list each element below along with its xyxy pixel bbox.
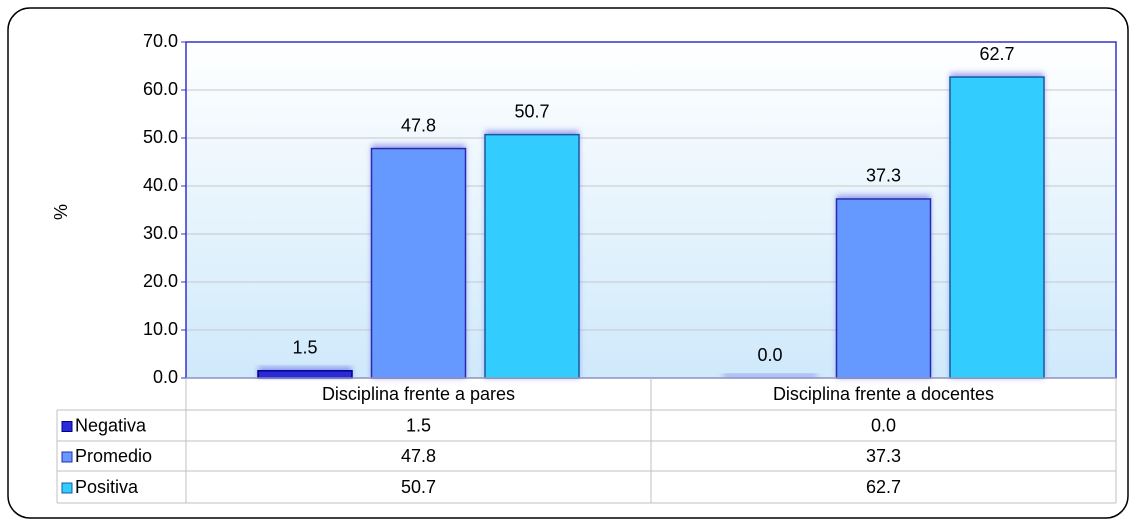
- data-label: 47.8: [401, 115, 436, 135]
- legend-label: Promedio: [75, 446, 152, 466]
- data-label: 37.3: [866, 166, 901, 186]
- bar: [835, 198, 932, 379]
- x-tick-label: Disciplina frente a pares: [322, 384, 515, 404]
- bar: [370, 147, 467, 379]
- table-cell: 47.8: [401, 446, 436, 466]
- legend-key: [61, 482, 73, 494]
- y-tick-label: 60.0: [143, 79, 178, 99]
- legend-label: Positiva: [75, 477, 139, 497]
- bar-shadow: [723, 374, 817, 378]
- bar: [949, 76, 1045, 379]
- bar: [257, 370, 353, 379]
- y-tick-label: 30.0: [143, 223, 178, 243]
- bar: [484, 133, 580, 379]
- data-label: 0.0: [757, 345, 782, 365]
- legend-key: [61, 451, 73, 463]
- table-cell: 62.7: [866, 477, 901, 497]
- y-tick-label: 20.0: [143, 271, 178, 291]
- data-label: 1.5: [292, 338, 317, 358]
- legend-label: Negativa: [75, 415, 147, 435]
- data-label: 50.7: [514, 101, 549, 121]
- y-tick-label: 10.0: [143, 319, 178, 339]
- y-tick-label: 50.0: [143, 127, 178, 147]
- legend-key: [61, 421, 73, 432]
- table-cell: 1.5: [406, 415, 431, 435]
- y-tick-label: 0.0: [153, 367, 178, 387]
- table-cell: 37.3: [866, 446, 901, 466]
- y-axis-label: %: [51, 204, 71, 220]
- table-cell: 50.7: [401, 477, 436, 497]
- table-cell: 0.0: [871, 415, 896, 435]
- y-tick-label: 40.0: [143, 175, 178, 195]
- data-label: 62.7: [979, 44, 1014, 64]
- y-tick-label: 70.0: [143, 31, 178, 51]
- x-tick-label: Disciplina frente a docentes: [773, 384, 994, 404]
